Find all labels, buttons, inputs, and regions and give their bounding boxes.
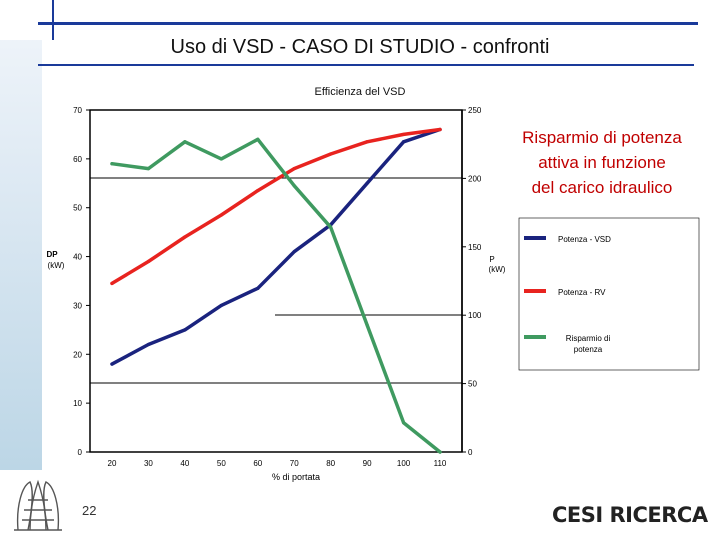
side-title-line-3: del carico idraulico	[531, 178, 673, 197]
x-axis-label: % di portata	[272, 472, 320, 482]
y-axis-label-line-2: (kW)	[48, 261, 65, 270]
page-number: 22	[82, 503, 97, 518]
data-point	[183, 140, 187, 144]
data-point	[438, 127, 442, 132]
y-tick-label: 40	[73, 253, 82, 262]
y-tick-label: 30	[73, 301, 82, 310]
y2-axis-label-line-2: (kW)	[489, 265, 506, 274]
data-point	[292, 250, 296, 254]
data-point	[110, 162, 114, 166]
data-point	[146, 167, 151, 171]
x-tick-label: 90	[363, 459, 372, 468]
x-tick-label: 80	[326, 459, 335, 468]
side-title-line-1: Risparmio di potenza	[522, 128, 682, 147]
series-line-2	[110, 127, 442, 286]
y2-tick-label: 100	[468, 311, 482, 320]
data-point	[292, 167, 296, 171]
data-point	[365, 140, 369, 144]
x-tick-label: 30	[144, 459, 153, 468]
y-tick-label: 60	[73, 155, 82, 164]
legend-label-3: Risparmio di potenza	[566, 334, 611, 354]
x-tick-label: 50	[217, 459, 226, 468]
side-title-line-2: attiva in funzione	[538, 153, 666, 172]
y2-tick-label: 0	[468, 448, 473, 457]
y2-tick-label: 150	[468, 243, 482, 252]
data-point	[365, 181, 369, 185]
data-point	[110, 362, 114, 366]
side-title: Risparmio di potenza attiva in funzione …	[490, 125, 714, 200]
data-point	[365, 323, 369, 327]
header-vertical-rule	[52, 0, 54, 40]
data-point	[146, 342, 151, 347]
x-tick-label: 20	[108, 459, 117, 468]
data-point	[256, 189, 260, 193]
slide-title: Uso di VSD - CASO DI STUDIO - confronti	[170, 36, 550, 58]
data-point	[329, 152, 333, 156]
data-point	[183, 328, 187, 332]
data-point	[219, 157, 223, 161]
legend-label-2: Potenza - RV	[558, 288, 606, 297]
series-line-1	[110, 127, 442, 366]
data-point	[110, 281, 114, 286]
data-point	[401, 132, 406, 137]
y-tick-label: 20	[73, 350, 82, 359]
data-point	[292, 184, 296, 188]
data-point	[438, 450, 442, 454]
data-point	[401, 140, 406, 144]
cesi-ricerca-logo: CESI RICERCA	[552, 503, 708, 527]
data-point	[256, 137, 260, 141]
y2-axis-label-line-1: P	[489, 255, 494, 264]
sidebar-gradient	[0, 0, 42, 470]
y2-tick-label: 50	[468, 380, 477, 389]
legend-box	[518, 217, 700, 371]
x-tick-label: 60	[253, 459, 262, 468]
data-point	[329, 225, 333, 229]
sidebar-top	[0, 0, 52, 40]
data-point	[219, 213, 223, 217]
y-tick-label: 0	[78, 448, 83, 457]
y-tick-label: 10	[73, 399, 82, 408]
header-rule-bottom	[38, 64, 694, 66]
x-tick-label: 110	[434, 459, 447, 468]
data-point	[256, 286, 260, 290]
x-tick-label: 100	[397, 459, 411, 468]
y2-tick-label: 250	[468, 106, 482, 115]
legend-label-1: Potenza - VSD	[558, 235, 611, 244]
y-tick-label: 50	[73, 204, 82, 213]
data-point	[146, 259, 151, 264]
data-point	[219, 303, 223, 308]
x-tick-label: 70	[290, 459, 299, 468]
data-point	[183, 235, 187, 239]
y-tick-label: 70	[73, 106, 82, 115]
x-tick-label: 40	[180, 459, 189, 468]
y-axis-label-line-1: DP	[46, 250, 58, 259]
y2-tick-label: 200	[468, 174, 482, 183]
series-line-3	[110, 137, 442, 454]
institution-emblem	[14, 479, 62, 531]
data-point	[401, 421, 406, 425]
chart-title: Efficienza del VSD	[314, 86, 406, 98]
header-rule-top	[38, 22, 698, 25]
